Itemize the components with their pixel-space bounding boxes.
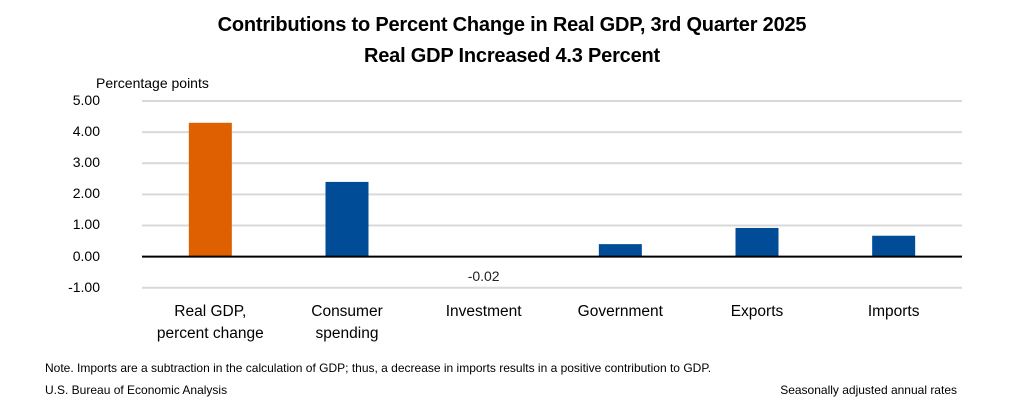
y-tick-label: 4.00 [72, 123, 100, 140]
x-category-label: Investment [445, 303, 522, 320]
x-category-label: Government [577, 303, 663, 320]
y-tick-label: 5.00 [72, 92, 100, 108]
source-credit: U.S. Bureau of Economic Analysis [45, 383, 228, 397]
y-axis-label: Percentage points [96, 75, 209, 91]
data-label: -0.02 [467, 267, 500, 284]
footnote: Note. Imports are a subtraction in the c… [45, 361, 712, 375]
bar [735, 227, 779, 257]
x-category-label: Exports [730, 303, 784, 320]
y-tick-label: 1.00 [72, 216, 100, 233]
y-tick-label: 2.00 [72, 185, 100, 202]
bar [188, 122, 232, 257]
x-category-label: Consumer spending [311, 303, 383, 342]
bar [325, 181, 369, 257]
y-tick-label: -1.00 [68, 278, 100, 295]
bar [598, 244, 642, 257]
y-tick-label: 3.00 [72, 154, 100, 171]
rates-note: Seasonally adjusted annual rates [780, 383, 957, 397]
y-tick-label: 0.00 [72, 247, 100, 264]
bar [872, 235, 916, 257]
chart-title: Contributions to Percent Change in Real … [217, 14, 807, 36]
chart-subtitle: Real GDP Increased 4.3 Percent [363, 45, 660, 67]
x-category-label: Imports [867, 303, 920, 320]
x-category-label: Real GDP, percent change [156, 303, 264, 342]
